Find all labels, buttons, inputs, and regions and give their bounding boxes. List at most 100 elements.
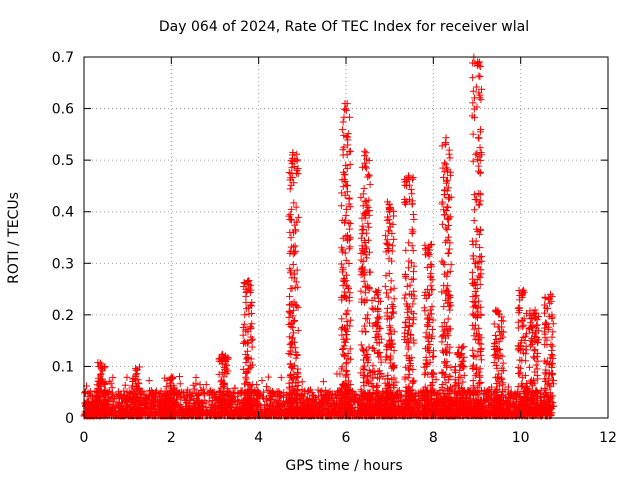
data-point [120,387,128,395]
data-point [319,378,327,386]
data-point [445,150,453,158]
data-point [289,260,297,268]
data-point [248,343,256,351]
data-point [361,198,369,206]
data-point [368,304,376,312]
data-point [342,212,350,220]
data-point [476,365,484,373]
data-point [292,278,300,286]
chart-title: Day 064 of 2024, Rate Of TEC Index for r… [159,19,529,35]
data-point [443,226,451,234]
data-point [445,233,453,241]
data-point [369,362,377,370]
data-point [360,362,368,370]
data-point [163,383,171,391]
data-point [390,235,398,243]
data-point [191,385,199,393]
data-point [277,374,285,382]
data-point [469,74,477,82]
data-point [145,377,153,385]
data-point [366,180,374,188]
data-point [337,202,345,210]
data-point [289,334,297,342]
data-point [243,347,251,355]
data-point [438,198,446,206]
data-point [438,288,446,296]
data-point [293,150,301,158]
data-point [240,320,248,328]
data-point [469,157,477,165]
data-point [459,378,467,386]
data-point [360,277,368,285]
data-point [405,315,413,323]
data-point [442,177,450,185]
data-point [176,380,184,388]
data-point [476,144,484,152]
data-point [475,200,483,208]
data-point [444,250,452,258]
data-point [469,130,477,138]
data-point [389,309,397,317]
data-point [444,282,452,290]
data-point [408,242,416,250]
data-point [470,217,478,225]
data-point [374,314,382,322]
data-point [401,294,409,302]
data-point [360,184,368,192]
data-point [365,172,373,180]
data-point [424,334,432,342]
data-point [475,72,483,80]
data-point [339,118,347,126]
data-points [80,53,558,420]
data-point [109,374,117,382]
data-point [121,381,129,389]
data-point [427,310,435,318]
data-point [342,366,350,374]
data-point [386,322,394,330]
data-point [410,215,418,223]
data-point [314,386,322,394]
data-point [430,352,438,360]
data-point [408,276,416,284]
data-point [434,390,442,398]
data-point [445,245,453,253]
data-point [384,293,392,301]
data-point [287,170,295,178]
data-point [469,99,477,107]
data-point [258,377,266,385]
data-point [383,304,391,312]
data-point [428,303,436,311]
data-point [342,105,350,113]
data-point [368,382,376,390]
data-point [358,226,366,234]
data-point [402,246,410,254]
data-point [338,331,346,339]
data-point [285,307,293,315]
data-point [286,292,294,300]
data-point [123,373,131,381]
data-point [264,373,272,381]
data-point [476,197,484,205]
data-point [445,302,453,310]
data-point [176,373,184,381]
data-point [395,386,403,394]
data-point [260,388,268,396]
data-point [427,282,435,290]
data-point [407,186,415,194]
data-point [346,220,354,228]
data-point [362,163,370,171]
data-point [347,316,355,324]
data-point [476,73,484,81]
data-point [387,286,395,294]
data-point [357,287,365,295]
data-point [401,291,409,299]
data-point [196,381,204,389]
data-point [468,268,476,276]
data-point [241,311,249,319]
data-point [291,242,299,250]
data-point [242,292,250,300]
data-point [382,353,390,361]
data-point [358,345,366,353]
data-point [442,134,450,142]
data-point [346,225,354,233]
